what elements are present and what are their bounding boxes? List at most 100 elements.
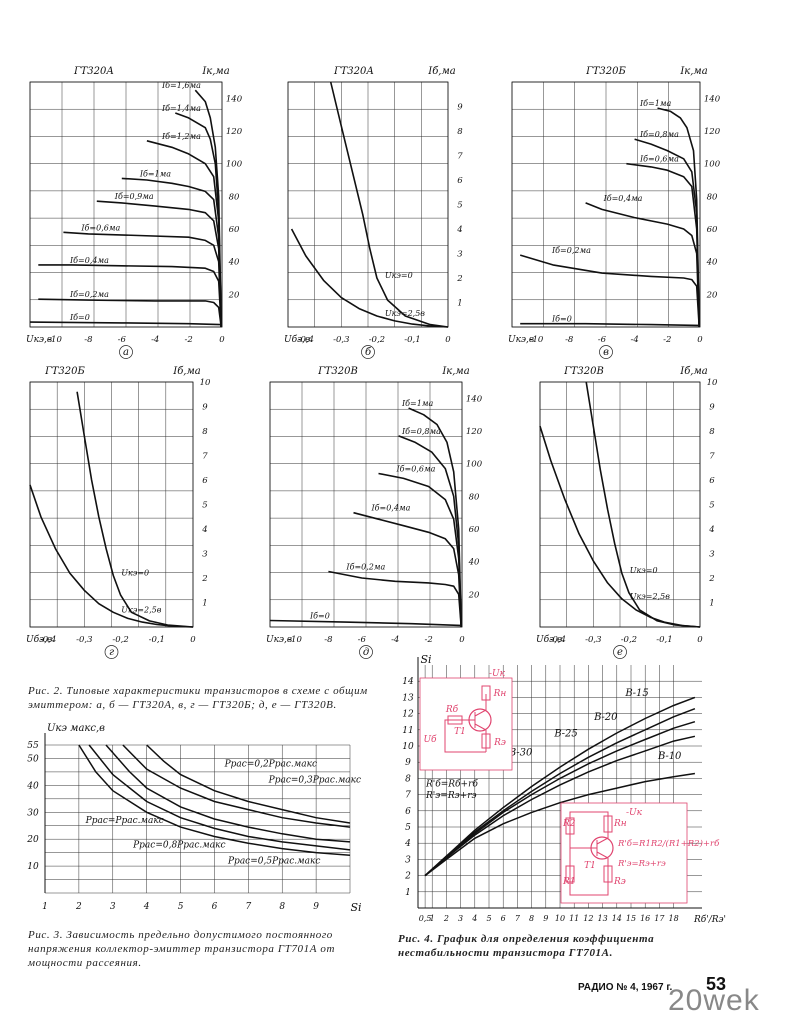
- series-label: Uкэ=2,5в: [630, 592, 670, 601]
- y-tick-label: 120: [704, 127, 721, 137]
- x-tick-label: -8: [84, 335, 93, 345]
- y-tick-label: 5: [709, 501, 714, 511]
- series-line: [63, 231, 222, 328]
- x-axis-label: Uкэ,в: [26, 335, 52, 345]
- x-tick-label: -4: [151, 335, 159, 345]
- y-tick-label: 7: [457, 152, 463, 162]
- panel-letter: г: [109, 647, 114, 658]
- series-label: Iб=1ма: [639, 99, 671, 108]
- x-tick-label: 2: [75, 902, 82, 912]
- series-line: [424, 696, 696, 877]
- series-line: [657, 107, 700, 328]
- y-tick-label: 40: [228, 258, 240, 268]
- series-label: Pрас=0,8Pрас.макс: [132, 840, 225, 850]
- y-tick-label: 140: [226, 94, 243, 104]
- x-tick-label: 18: [669, 914, 679, 923]
- caption-fig3: Рис. 3. Зависимость предельно допустимог…: [28, 929, 336, 969]
- x-axis-label: Uкэ,в: [508, 335, 534, 345]
- series-label: Iб=0,9ма: [114, 192, 154, 201]
- resistor-r1: [565, 865, 575, 883]
- y-tick-label: 3: [709, 550, 714, 560]
- y-tick-label: 60: [229, 225, 240, 235]
- plot-frame: [511, 81, 701, 328]
- x-tick-label: -10: [530, 335, 544, 345]
- series-label: Iб=0,6ма: [639, 155, 679, 164]
- x-tick-label: 3: [458, 914, 463, 923]
- series-label: В-25: [553, 728, 577, 739]
- series-line: [76, 391, 194, 628]
- series-line: [29, 321, 221, 326]
- y-tick-label: 9: [202, 403, 208, 413]
- x-tick-label: -0,4: [298, 335, 314, 345]
- series-line: [585, 381, 701, 628]
- series-line: [146, 744, 351, 824]
- inset-label: Т1: [584, 861, 596, 871]
- x-tick-label: 12: [583, 914, 593, 923]
- x-tick-label: -10: [48, 335, 62, 345]
- series-line: [520, 322, 699, 327]
- x-tick-label: 0,5: [419, 914, 432, 923]
- panel-letter: а: [123, 347, 129, 358]
- inset-label: R2: [562, 819, 576, 829]
- resistor-re: [603, 865, 613, 883]
- series-label: Uкэ=0: [121, 569, 149, 578]
- caption-fig2: Рис. 2. Типовые характеристики транзисто…: [28, 685, 368, 711]
- y-tick-label: 60: [469, 525, 480, 535]
- x-tick-label: 14: [612, 914, 622, 923]
- y-tick-label: 10: [402, 742, 414, 752]
- y-tick-label: 9: [457, 103, 463, 113]
- y-tick-label: 120: [226, 127, 243, 137]
- fig2-panel-a: ГТ320А Iк,ма Uкэ,в а -10 -8 -6 -4 -2 0 20 40 60 80 100…: [26, 66, 243, 359]
- series-label: Pрас=0,2Pрас.макс: [224, 760, 317, 770]
- series-label: Iб=0,8ма: [639, 130, 679, 139]
- y-tick-label: 7: [405, 791, 411, 801]
- x-tick-label: 15: [626, 914, 636, 923]
- panel-letter-circle: [359, 645, 373, 659]
- x-tick-label: -0,2: [112, 635, 128, 645]
- y-tick-label: 20: [228, 290, 240, 300]
- series-label: Iб=0: [551, 315, 572, 324]
- plot-frame: [29, 81, 223, 328]
- x-tick-label: 0: [459, 635, 465, 645]
- series-label: Iб=0,8ма: [401, 427, 441, 436]
- series-label: Iб=0,2ма: [69, 290, 109, 299]
- series-label: Iб=0,2ма: [551, 246, 591, 255]
- series-line: [424, 720, 696, 877]
- y-tick-label: 55: [27, 741, 39, 751]
- series-label: Iб=1ма: [401, 399, 433, 408]
- x-tick-label: 8: [279, 902, 285, 912]
- x-tick-label: 6: [212, 902, 218, 912]
- series-label: В-30: [508, 748, 533, 759]
- series-line: [105, 744, 351, 843]
- panel-letter: б: [365, 347, 372, 358]
- y-tick-label: 2: [456, 274, 462, 284]
- series-label: Iб=1,6ма: [161, 81, 201, 90]
- fig2-panel-v: ГТ320Б Iк,ма Uкэ,в в -10 -8 -6 -4 -2 0 20 40 60 80 100…: [508, 66, 721, 359]
- caption-fig4: Рис. 4. График для определения коэффицие…: [398, 933, 655, 959]
- y-tick-label: 2: [708, 574, 714, 584]
- y-tick-label: 6: [405, 807, 411, 817]
- series-label: Uкэ=0: [630, 566, 658, 575]
- y-tick-label: 80: [469, 492, 480, 502]
- y-tick-label: 40: [26, 781, 39, 791]
- series-line: [626, 162, 700, 328]
- series-line: [269, 619, 461, 627]
- series-line: [146, 140, 222, 328]
- y-tick-label: 30: [27, 808, 39, 818]
- series-line: [78, 744, 351, 857]
- y-axis-label: Iб,ма: [172, 366, 201, 377]
- series-label: Pрас=0,5Pрас.макс: [227, 856, 320, 866]
- inset-bottom-frame: [560, 802, 688, 904]
- x-tick-label: 2: [443, 914, 449, 923]
- y-tick-label: 8: [709, 427, 715, 437]
- y-tick-label: 5: [457, 201, 462, 211]
- x-tick-label: 6: [501, 914, 506, 923]
- x-tick-label: -0,2: [369, 335, 385, 345]
- y-tick-label: 6: [457, 176, 463, 186]
- page-number: 53: [706, 974, 727, 994]
- x-tick-label: -10: [288, 635, 302, 645]
- x-axis-label: Uбэ,в: [536, 634, 562, 645]
- y-tick-label: 140: [704, 94, 721, 104]
- x-tick-label: 11: [569, 914, 579, 923]
- y-tick-label: 1: [457, 299, 462, 309]
